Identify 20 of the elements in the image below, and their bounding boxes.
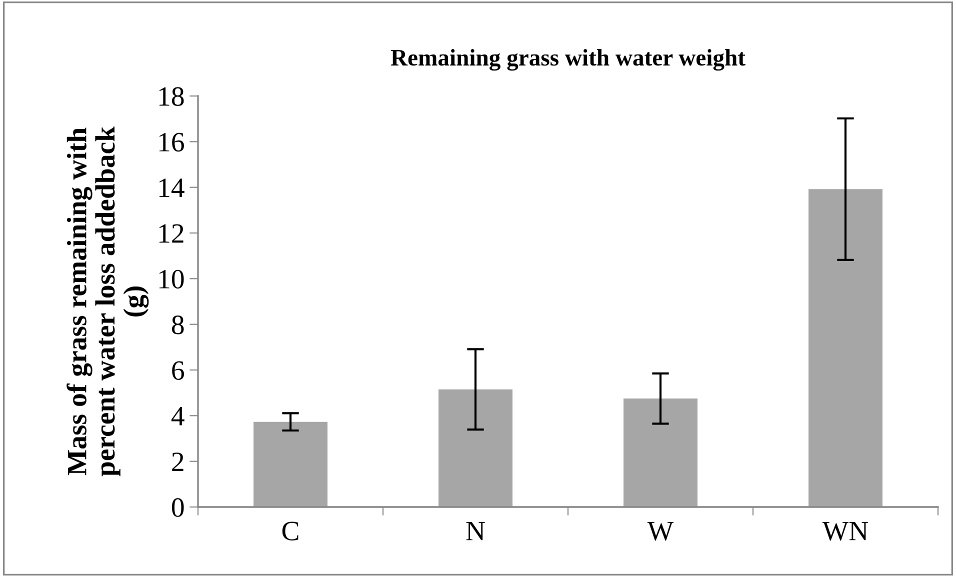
bar bbox=[808, 189, 882, 507]
bar bbox=[254, 422, 328, 507]
x-tick-label: WN bbox=[822, 522, 868, 541]
x-tick-label: W bbox=[647, 522, 674, 541]
bar bbox=[438, 389, 512, 507]
y-tick-label: 10 bbox=[159, 270, 184, 289]
x-tick-label: C bbox=[282, 522, 298, 540]
y-tick-label: 12 bbox=[159, 224, 184, 243]
y-axis-title: Mass of grass remaining with percent water loss addedback (g) bbox=[66, 126, 149, 476]
y-tick-label: 0 bbox=[172, 498, 184, 517]
y-tick-label: 8 bbox=[172, 316, 184, 334]
y-tick-label: 18 bbox=[159, 87, 184, 106]
y-tick-label: 14 bbox=[159, 178, 184, 197]
bar bbox=[624, 398, 698, 507]
y-tick-label: 6 bbox=[172, 361, 184, 380]
x-tick-label: N bbox=[466, 522, 485, 540]
y-tick-label: 4 bbox=[171, 407, 184, 426]
chart-title: Remaining grass with water weight bbox=[390, 49, 746, 71]
y-tick-label: 16 bbox=[159, 132, 184, 152]
y-tick-label: 2 bbox=[172, 452, 184, 471]
